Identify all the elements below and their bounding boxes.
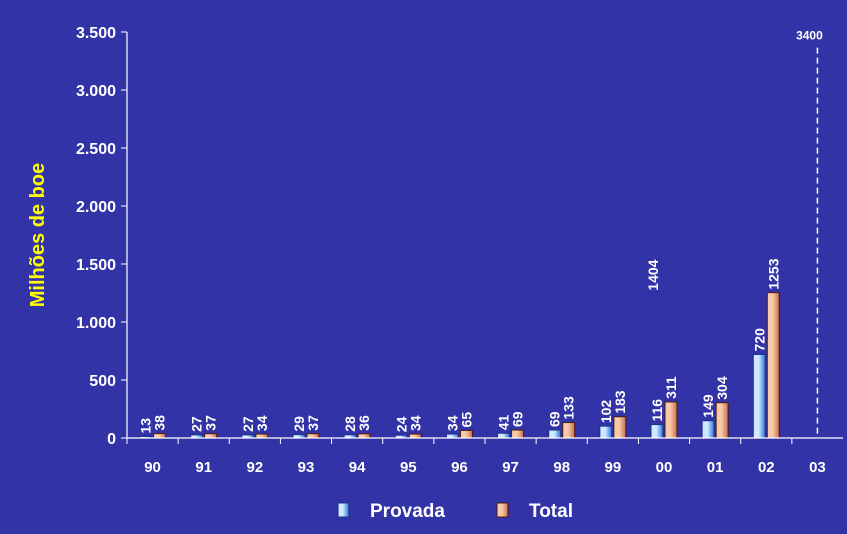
- legend-swatch-provada: [337, 502, 350, 518]
- bar-total: [562, 422, 576, 439]
- legend: Provada Total: [337, 501, 573, 522]
- data-label: 311: [663, 376, 679, 399]
- bar-total: [664, 401, 678, 439]
- bars-layer: [139, 292, 780, 439]
- data-label: 720: [751, 328, 767, 352]
- data-label: 69: [547, 411, 563, 427]
- x-tick-label: 02: [758, 459, 775, 476]
- bar-total: [511, 429, 525, 439]
- bar-provada: [548, 429, 562, 439]
- data-label: 34: [254, 415, 270, 431]
- data-label: 102: [598, 400, 614, 424]
- y-tick-label: 3.000: [76, 83, 116, 100]
- bar-provada: [497, 432, 511, 439]
- data-label: 65: [458, 412, 474, 428]
- bar-total: [613, 416, 627, 439]
- data-label: 133: [561, 396, 577, 420]
- data-label: 24: [393, 416, 409, 432]
- x-tick-label: 95: [400, 459, 417, 476]
- y-axis-label-group: Milhões de boe: [27, 163, 49, 307]
- data-label: 69: [510, 411, 526, 427]
- x-tick-label: 01: [707, 459, 724, 476]
- bar-total: [153, 433, 167, 439]
- data-label: 27: [189, 416, 205, 432]
- y-axis-ticks: 0 500 1.000 1.500 2.000 2.500 3.000 3.500: [76, 25, 127, 448]
- bar-provada: [650, 424, 664, 439]
- x-tick-label: 96: [451, 459, 468, 476]
- x-tick-label: 92: [247, 459, 264, 476]
- x-tick-label: 93: [298, 459, 315, 476]
- bar-provada: [752, 353, 766, 439]
- bar-total: [357, 433, 371, 439]
- y-tick-label: 1.500: [76, 257, 116, 274]
- annotation-1404: 1404: [645, 259, 661, 290]
- data-label: 37: [305, 415, 321, 431]
- x-tick-label: 97: [502, 459, 519, 476]
- y-tick-label: 500: [89, 373, 116, 390]
- bar-total: [204, 433, 218, 439]
- bar-total: [766, 292, 780, 439]
- data-label: 27: [240, 416, 256, 432]
- y-axis-label: Milhões de boe: [27, 163, 49, 307]
- legend-label-provada: Provada: [370, 501, 445, 522]
- y-tick-label: 3.500: [76, 25, 116, 42]
- data-label: 36: [356, 415, 372, 431]
- data-label: 13: [138, 418, 154, 434]
- bar-total: [459, 429, 473, 439]
- data-label: 116: [649, 399, 665, 422]
- x-tick-label: 94: [349, 459, 366, 476]
- axes-layer: [126, 32, 843, 439]
- x-tick-label: 03: [809, 459, 826, 476]
- y-tick-label: 1.000: [76, 315, 116, 332]
- data-label: 28: [342, 416, 358, 432]
- annotations-layer: 1404 3400: [645, 29, 823, 438]
- legend-swatch-total: [496, 502, 509, 518]
- data-label: 41: [496, 414, 512, 430]
- data-label: 1253: [765, 258, 781, 289]
- bar-provada: [599, 425, 613, 439]
- bar-total: [306, 433, 320, 439]
- data-label: 38: [152, 415, 168, 431]
- data-label: 34: [407, 415, 423, 431]
- data-label: 149: [700, 394, 716, 418]
- legend-label-total: Total: [529, 501, 573, 522]
- x-tick-label: 90: [144, 459, 161, 476]
- annotation-3400: 3400: [796, 29, 823, 43]
- y-tick-label: 0: [107, 431, 116, 448]
- data-label: 304: [714, 376, 730, 400]
- data-label: 29: [291, 416, 307, 432]
- x-axis-ticks: 90 91 92 93 94 95 96 97 98 99 00 01 02 03: [126, 438, 826, 476]
- y-tick-label: 2.500: [76, 141, 116, 158]
- data-label: 34: [444, 415, 460, 431]
- data-label: 37: [203, 415, 219, 431]
- data-label: 183: [612, 390, 628, 414]
- x-tick-label: 91: [195, 459, 212, 476]
- x-tick-label: 99: [605, 459, 622, 476]
- y-tick-label: 2.000: [76, 199, 116, 216]
- bar-provada: [701, 420, 715, 439]
- x-tick-label: 00: [656, 459, 673, 476]
- bar-total: [715, 402, 729, 439]
- x-tick-label: 98: [553, 459, 570, 476]
